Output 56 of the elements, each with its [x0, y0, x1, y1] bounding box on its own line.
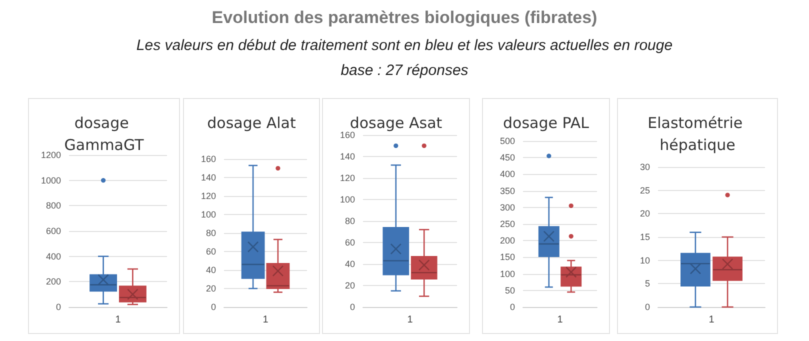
y-tick-label: 0: [510, 302, 515, 312]
y-tick-label: 80: [344, 216, 355, 226]
y-tick-label: 25: [640, 185, 650, 196]
y-tick-label: 0: [350, 302, 355, 312]
y-tick-label: 800: [46, 200, 61, 211]
y-tick-label: 5: [644, 278, 650, 289]
y-tick-label: 250: [500, 219, 515, 229]
chart-title: dosage Alat: [207, 114, 296, 132]
y-tick-label: 400: [46, 251, 61, 262]
y-tick-label: 600: [46, 226, 61, 236]
y-tick-label: 200: [46, 276, 61, 287]
y-tick-label: 0: [56, 302, 61, 312]
y-tick-label: 160: [200, 154, 216, 164]
text: Les valeurs en début de traitement sont en bleu et les valeurs actuelles en rouge: [135, 37, 674, 54]
chart-title: dosage Asat: [350, 114, 442, 132]
y-tick-label: 1000: [40, 175, 61, 186]
y-tick-label: 40: [344, 259, 355, 269]
y-tick-label: 20: [344, 280, 355, 290]
y-tick-label: 40: [206, 265, 216, 275]
y-tick-label: 350: [500, 186, 515, 196]
y-tick-label: 30: [640, 162, 650, 172]
y-tick-label: 20: [640, 208, 650, 219]
y-tick-label: 300: [500, 202, 515, 212]
y-tick-label: 100: [340, 194, 355, 204]
y-tick-label: 140: [200, 172, 216, 182]
y-tick-label: 80: [206, 228, 216, 238]
x-tick-label: 1: [557, 314, 564, 326]
x-tick-label: 1: [262, 314, 269, 326]
y-tick-label: 50: [504, 285, 515, 296]
y-tick-label: 200: [500, 236, 515, 246]
y-tick-label: 120: [340, 173, 355, 183]
text: Evolution des paramètres biologiques (fibrates): [210, 8, 598, 28]
chart-title: Elastométrie hépatique: [648, 114, 748, 154]
y-tick-label: 60: [344, 238, 355, 248]
y-tick-label: 10: [640, 255, 650, 266]
y-tick-label: 0: [210, 302, 216, 312]
x-tick-label: 1: [708, 314, 715, 326]
y-tick-label: 120: [200, 191, 216, 201]
y-tick-label: 60: [206, 246, 216, 256]
y-tick-label: 160: [340, 130, 355, 140]
y-tick-label: 140: [340, 152, 355, 162]
y-tick-label: 20: [206, 284, 216, 294]
chart-title: dosage PAL: [503, 114, 590, 132]
y-tick-label: 15: [640, 232, 650, 242]
text: base : 27 réponses: [340, 62, 470, 79]
y-tick-label: 400: [500, 169, 515, 180]
y-tick-label: 100: [500, 268, 515, 279]
x-tick-label: 1: [407, 314, 414, 326]
y-tick-label: 150: [500, 252, 515, 262]
x-tick-label: 1: [115, 314, 122, 326]
y-tick-label: 1200: [40, 150, 61, 160]
y-tick-label: 0: [644, 302, 650, 312]
y-tick-label: 500: [500, 136, 515, 146]
y-tick-label: 100: [200, 210, 216, 220]
chart-title: dosage GammaGT: [64, 114, 145, 154]
y-tick-label: 450: [500, 152, 515, 163]
